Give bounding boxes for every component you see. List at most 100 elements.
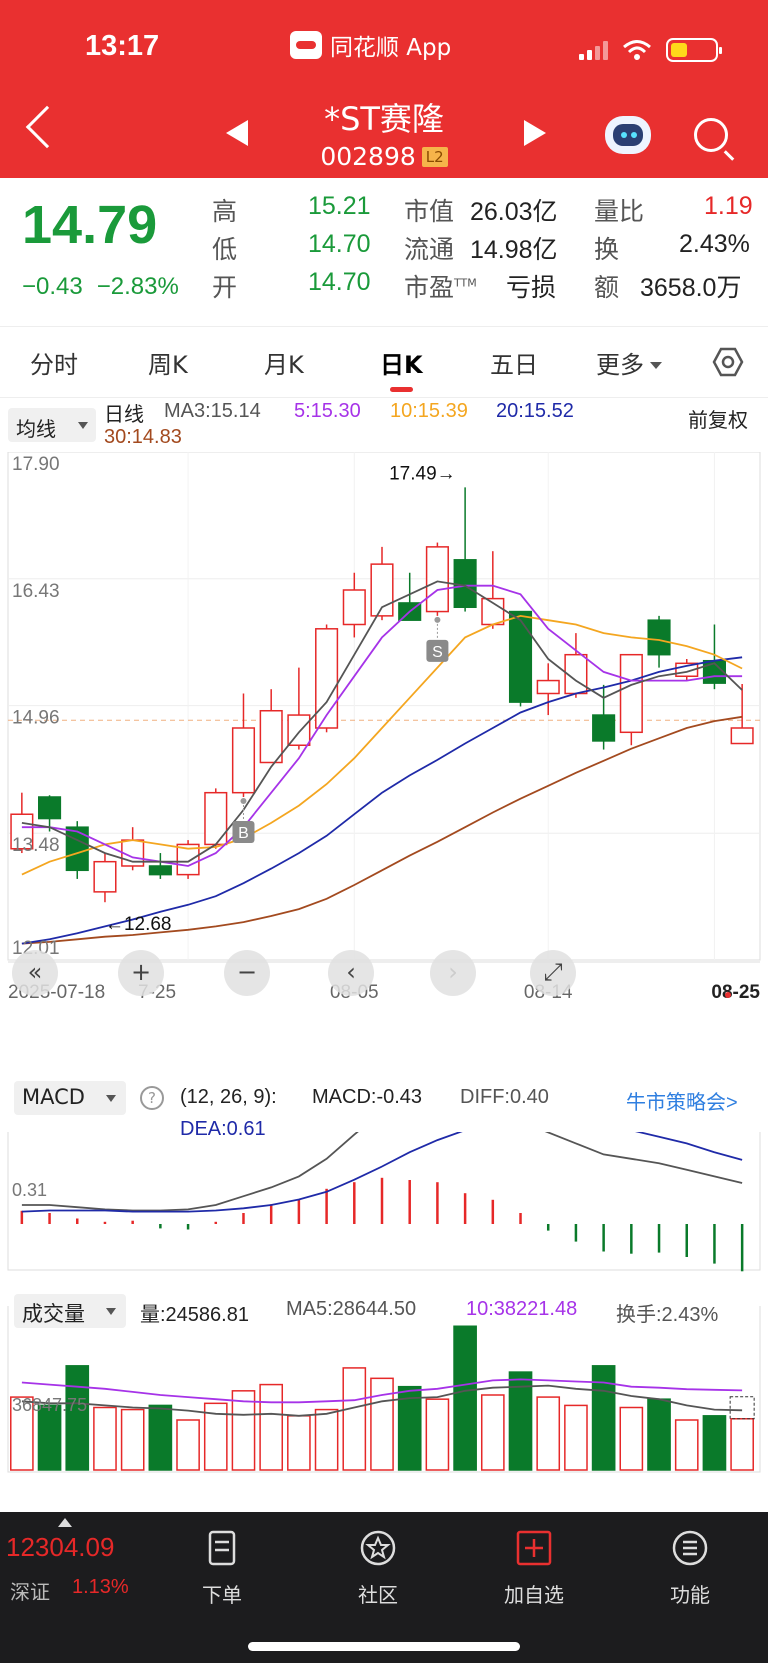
marker-dot xyxy=(434,616,441,623)
app-badge[interactable]: 同花顺 App xyxy=(290,28,451,62)
y-tick-label: 17.90 xyxy=(12,454,60,475)
change-percent: −2.83% xyxy=(96,273,179,300)
nav-functions[interactable]: 功能 xyxy=(640,1520,740,1608)
nav-community[interactable]: 社区 xyxy=(328,1520,428,1608)
volume-selector[interactable]: 成交量 xyxy=(14,1294,126,1328)
candle-body xyxy=(38,796,62,820)
candle-body xyxy=(370,563,394,617)
float-value: 14.98亿 xyxy=(470,236,558,264)
index-value[interactable]: 12304.09 xyxy=(6,1532,115,1562)
nav-functions-label: 功能 xyxy=(670,1583,710,1607)
volume-bar xyxy=(508,1371,533,1471)
tab-five-day[interactable]: 五日 xyxy=(490,351,538,379)
ma20-legend: 20:15.52 xyxy=(496,400,574,422)
volume-bar xyxy=(65,1365,90,1471)
candle-body xyxy=(453,559,477,608)
volume-bar xyxy=(370,1377,394,1471)
volume-bar xyxy=(342,1367,367,1471)
search-icon[interactable] xyxy=(694,118,728,152)
ma20-line xyxy=(21,656,743,945)
ma10-legend: 10:15.39 xyxy=(390,400,468,422)
home-indicator xyxy=(248,1642,520,1651)
tab-monthly[interactable]: 月K xyxy=(264,351,304,379)
volume-bar xyxy=(10,1396,34,1471)
volume-bar xyxy=(730,1418,754,1471)
pe-value: 亏损 xyxy=(506,273,557,302)
marker-b: B xyxy=(238,825,249,842)
volume-turnover: 换手:2.43% xyxy=(616,1304,719,1326)
adjust-mode[interactable]: 前复权 xyxy=(688,410,748,432)
tab-weekly[interactable]: 周K xyxy=(148,351,188,379)
zoom-in-button[interactable]: + xyxy=(118,950,164,996)
wifi-icon xyxy=(623,40,651,60)
chart-settings-icon[interactable] xyxy=(712,346,744,378)
index-name: 深证 xyxy=(10,1580,50,1604)
zoom-out-left-button[interactable]: « xyxy=(12,950,58,996)
ma-selector[interactable]: 均线 xyxy=(8,408,96,442)
pe-ttm-sup: TTM xyxy=(454,276,477,290)
tab-intraday[interactable]: 分时 xyxy=(30,351,78,379)
open-row: 开 xyxy=(212,273,238,302)
volume-bar xyxy=(536,1396,561,1471)
candle-body xyxy=(93,860,117,893)
community-icon xyxy=(360,1530,396,1566)
nav-order[interactable]: 下单 xyxy=(172,1520,272,1608)
strategy-link[interactable]: 牛市策略会> xyxy=(626,1092,738,1114)
price-change: −0.43 −2.83% xyxy=(22,273,193,301)
mcap-value: 26.03亿 xyxy=(470,198,558,226)
ma30-line xyxy=(21,715,743,945)
scroll-right-button[interactable]: › xyxy=(430,950,476,996)
tab-more[interactable]: 更多 xyxy=(596,345,662,380)
stock-code: 002898 xyxy=(320,142,416,171)
change-amount: −0.43 xyxy=(22,273,83,300)
nav-community-label: 社区 xyxy=(358,1583,398,1607)
menu-icon xyxy=(672,1530,708,1566)
scroll-left-button[interactable]: ‹ xyxy=(328,950,374,996)
low-value: 14.70 xyxy=(308,230,371,258)
marker-badge xyxy=(426,639,449,662)
min-price-annotation: ←12.68 xyxy=(105,914,172,935)
candle-body xyxy=(342,589,366,626)
marker-s: S xyxy=(432,644,443,661)
nav-order-label: 下单 xyxy=(202,1583,242,1607)
candle-body xyxy=(65,826,89,872)
kline-chart[interactable]: 17.9016.4314.9613.4812.0117.49→←12.68BS2… xyxy=(0,452,768,1020)
add-watchlist-icon xyxy=(516,1530,552,1566)
next-stock-button[interactable] xyxy=(524,120,546,146)
volume-bar xyxy=(619,1406,644,1471)
volume-ma5: MA5:28644.50 xyxy=(286,1298,417,1320)
macd-selector[interactable]: MACD xyxy=(14,1081,126,1115)
candle-body xyxy=(259,709,283,764)
amount-value: 3658.0万 xyxy=(640,274,742,302)
volume-bar xyxy=(480,1394,505,1471)
macd-params: (12, 26, 9): xyxy=(180,1086,277,1108)
candle-body xyxy=(425,546,449,613)
volume-bar xyxy=(453,1325,477,1471)
fullscreen-button[interactable]: ⤢ xyxy=(530,950,576,996)
dea-value: DEA:0.61 xyxy=(180,1118,266,1140)
zoom-out-button[interactable]: − xyxy=(224,950,270,996)
volume-bar xyxy=(647,1398,671,1471)
candle-body xyxy=(730,727,754,745)
nav-add-watchlist[interactable]: 加自选 xyxy=(484,1520,584,1608)
y-tick-label: 13.48 xyxy=(12,835,60,856)
signal-icon xyxy=(579,40,608,60)
robot-assistant-icon[interactable] xyxy=(605,116,651,154)
battery-icon xyxy=(666,38,722,62)
index-up-arrow-icon xyxy=(58,1518,72,1527)
candle-body xyxy=(176,843,200,876)
marker-dot xyxy=(240,797,247,804)
candle-body xyxy=(204,791,228,846)
stock-name: *ST赛隆 xyxy=(324,100,444,138)
tab-daily[interactable]: 日K xyxy=(380,345,423,392)
app-badge-label: 同花顺 App xyxy=(330,35,452,61)
help-icon[interactable]: ? xyxy=(140,1086,164,1110)
ma10-line xyxy=(21,614,743,876)
prev-stock-button[interactable] xyxy=(226,120,248,146)
ma5-legend: 5:15.30 xyxy=(294,400,361,422)
vol-ratio-value: 1.19 xyxy=(704,192,753,220)
marker-badge xyxy=(232,820,255,843)
date-label: 08-25 xyxy=(711,982,760,1003)
candle-body xyxy=(619,653,643,734)
stock-code-row: 002898 L2 xyxy=(0,142,768,171)
